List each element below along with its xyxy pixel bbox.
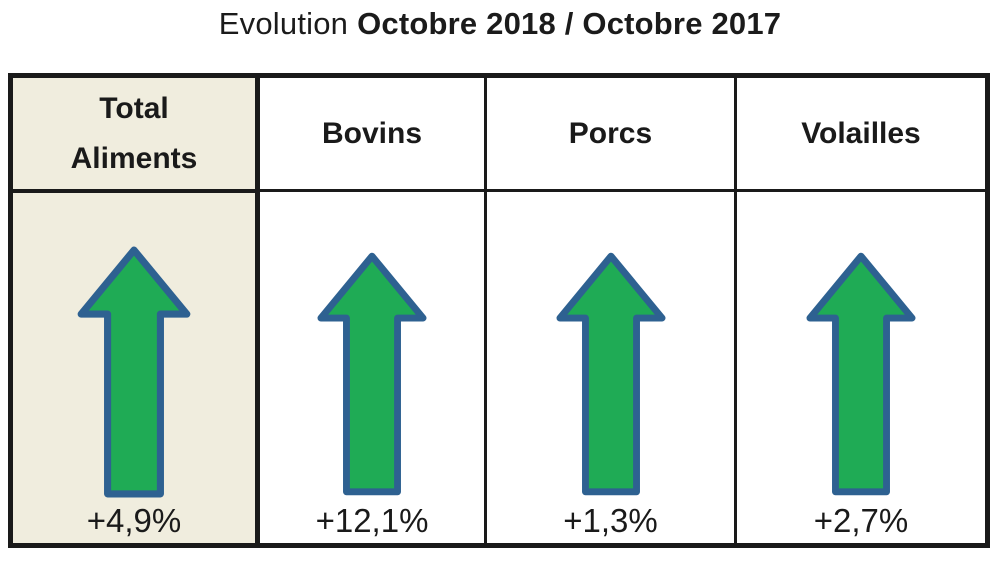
column-volailles: Volailles +2,7%: [737, 78, 985, 543]
column-header-total-aliments: Total Aliments: [13, 78, 255, 193]
column-header-porcs: Porcs: [487, 78, 734, 192]
column-total-aliments: Total Aliments +4,9%: [13, 78, 260, 543]
header-line: Volailles: [801, 116, 921, 150]
up-arrow-shape: [806, 252, 916, 496]
value-total-aliments: +4,9%: [86, 502, 182, 539]
cell-volailles: +2,7%: [737, 192, 985, 543]
header-line: Porcs: [568, 116, 653, 150]
cell-porcs: +1,3%: [487, 192, 734, 543]
value-volailles: +2,7%: [813, 502, 909, 539]
title-bold-part: Octobre 2018 / Octobre 2017: [357, 6, 782, 41]
header-line: Total: [99, 91, 169, 125]
value-bovins: +12,1%: [315, 502, 429, 539]
up-arrow-icon: [77, 246, 191, 498]
cell-total-aliments: +4,9%: [13, 193, 255, 543]
up-arrow-icon: [806, 252, 916, 496]
column-header-bovins: Bovins: [260, 78, 484, 192]
up-arrow-shape: [555, 252, 666, 496]
column-porcs: Porcs +1,3%: [487, 78, 737, 543]
cell-bovins: +12,1%: [260, 192, 484, 543]
up-arrow-shape: [77, 246, 191, 498]
up-arrow-shape: [317, 252, 427, 496]
evolution-table: Total Aliments +4,9% Bovins +12,1% Porcs: [8, 73, 990, 548]
up-arrow-icon: [317, 252, 427, 496]
column-header-volailles: Volailles: [737, 78, 985, 192]
up-arrow-icon: [555, 252, 666, 496]
value-porcs: +1,3%: [563, 502, 658, 539]
column-bovins: Bovins +12,1%: [260, 78, 487, 543]
header-line: Bovins: [321, 116, 423, 150]
page-title: Evolution Octobre 2018 / Octobre 2017: [0, 6, 1000, 42]
header-line: Aliments: [70, 141, 198, 175]
title-regular-part: Evolution: [218, 6, 349, 41]
